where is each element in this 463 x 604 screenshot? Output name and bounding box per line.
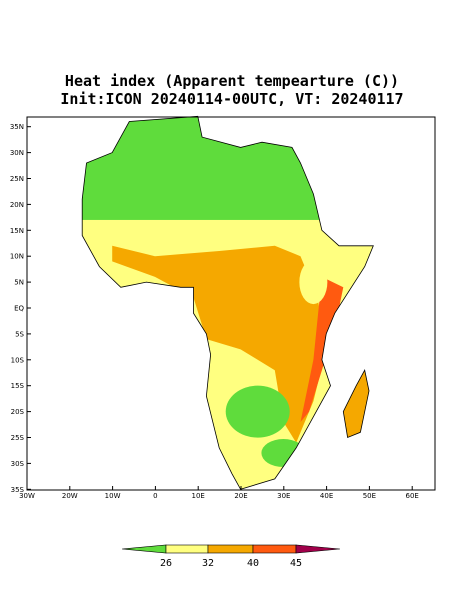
colorbar-segment — [165, 544, 209, 554]
x-tick-label: 10E — [192, 492, 205, 500]
y-tick-label: 15S — [11, 382, 25, 390]
colorbar-label: 40 — [247, 558, 259, 569]
y-tick-label: 20S — [11, 408, 25, 416]
x-tick-label: 40E — [320, 492, 333, 500]
colorbar-segment — [295, 544, 341, 554]
colorbar-segment — [121, 544, 167, 554]
x-tick-label: 0 — [153, 492, 157, 500]
y-tick-label: 35N — [10, 123, 24, 131]
y-tick-label: EQ — [14, 305, 24, 313]
zone — [82, 117, 374, 220]
x-tick-label: 30W — [19, 492, 35, 500]
y-tick-label: 30N — [10, 149, 24, 157]
y-tick-label: 20N — [10, 201, 24, 209]
y-tick-label: 35S — [11, 486, 25, 494]
zone — [225, 385, 290, 438]
x-tick-label: 30E — [277, 492, 290, 500]
x-tick-label: 50E — [363, 492, 376, 500]
colorbar-label: 26 — [160, 558, 172, 569]
colorbar-label: 45 — [290, 558, 302, 569]
y-tick-label: 10N — [10, 253, 24, 261]
y-tick-label: 25N — [10, 175, 24, 183]
y-tick-label: 5N — [14, 279, 24, 287]
zone — [112, 245, 327, 443]
zone — [300, 276, 344, 422]
y-tick-label: 10S — [11, 356, 25, 364]
x-tick-label: 20W — [62, 492, 78, 500]
colorbar-segment — [252, 544, 297, 554]
colorbar-segment — [207, 544, 254, 554]
x-tick-label: 10W — [105, 492, 121, 500]
subtitle: Init:ICON 20240114-00UTC, VT: 20240117 — [60, 90, 403, 108]
y-tick-label: 5S — [15, 330, 24, 338]
colorbar: 26 32 40 45 — [121, 544, 341, 569]
y-tick-label: 15N — [10, 227, 24, 235]
y-tick-label: 30S — [11, 460, 25, 468]
land — [82, 117, 374, 490]
map — [81, 115, 374, 490]
colorbar-label: 32 — [202, 558, 214, 569]
zone — [299, 260, 328, 305]
madagascar — [342, 369, 370, 439]
x-tick-label: 60E — [406, 492, 419, 500]
y-tick-label: 25S — [11, 434, 25, 442]
title: Heat index (Apparent tempearture (C)) — [65, 72, 399, 90]
x-tick-label: 20E — [234, 492, 247, 500]
coastline — [81, 115, 374, 490]
map-frame — [26, 116, 436, 491]
